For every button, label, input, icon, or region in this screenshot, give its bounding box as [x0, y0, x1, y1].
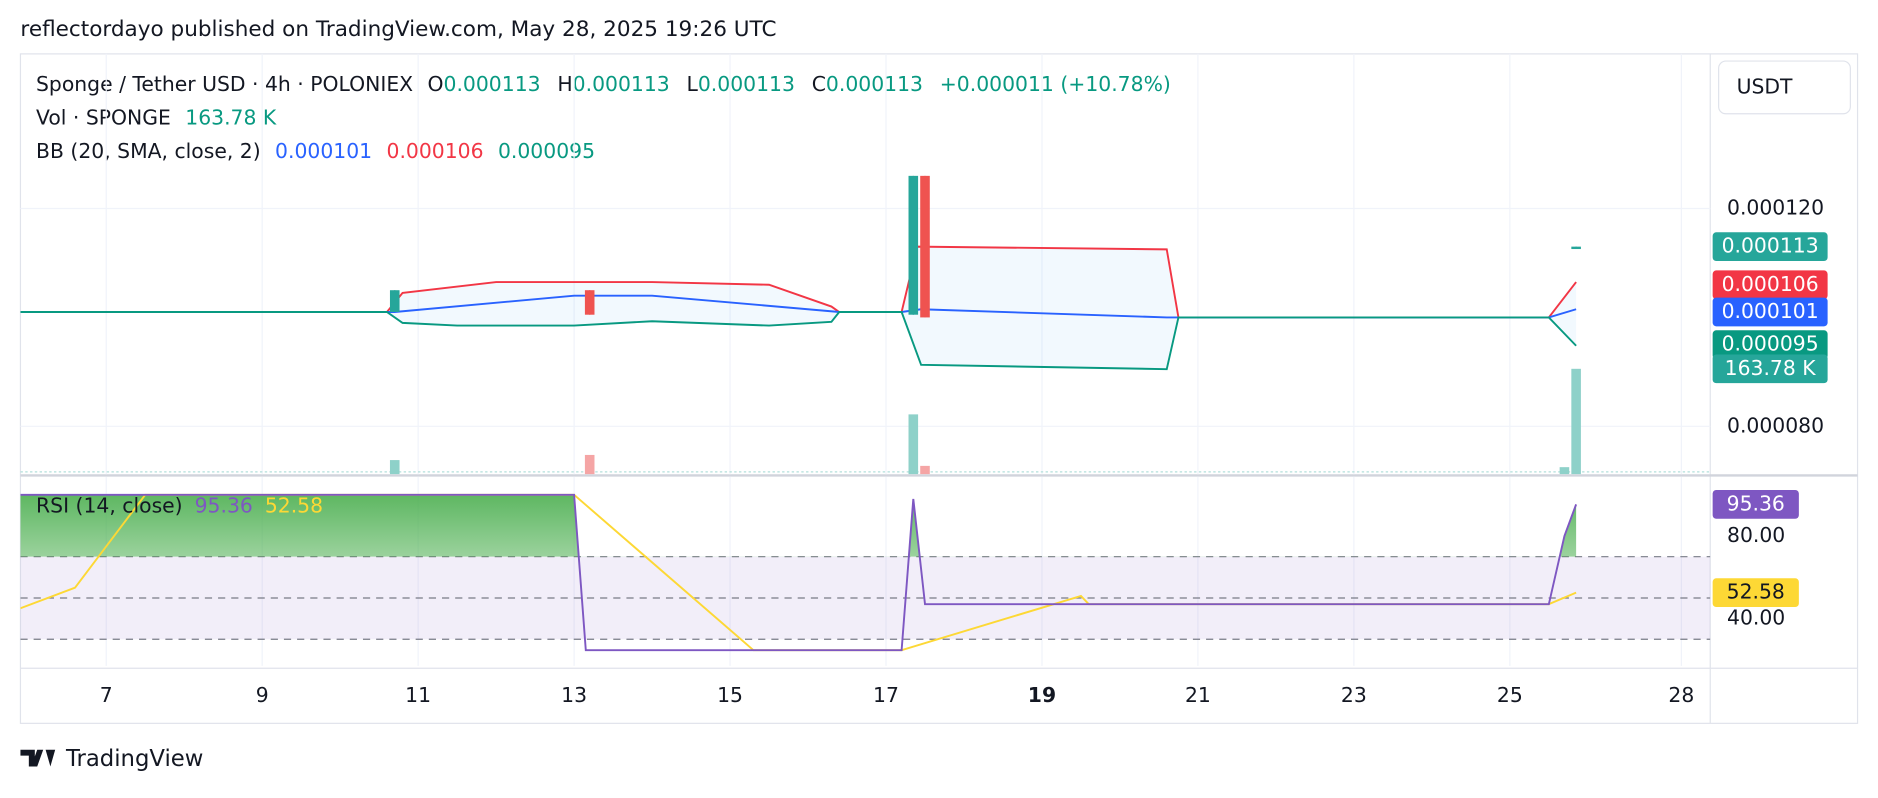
x-tick-label: 9 — [256, 683, 269, 707]
change: +0.000011 (+10.78%) — [940, 72, 1171, 96]
x-tick-label: 25 — [1497, 683, 1523, 707]
rsi-badge-label: 52.58 — [1727, 580, 1785, 604]
ohlc-label: L — [687, 72, 699, 96]
volume-title: Vol · SPONGE — [36, 106, 171, 130]
volume-bar — [1559, 467, 1570, 475]
bb-value: 0.000101 — [275, 139, 372, 163]
candle-body — [920, 175, 930, 318]
logo-mark — [20, 749, 56, 767]
x-tick-label: 7 — [100, 683, 113, 707]
price-badge — [1712, 270, 1828, 300]
y-tick-label: 0.000120 — [1727, 196, 1824, 220]
rsi-badge — [1712, 490, 1799, 519]
legend-main: Sponge / Tether USD · 4h · POLONIEX O0.00… — [36, 72, 1171, 96]
x-tick-label: 28 — [1668, 683, 1694, 707]
legend-volume: Vol · SPONGE 163.78 K — [36, 106, 277, 130]
symbol: Sponge / Tether USD · 4h · POLONIEX — [36, 72, 413, 96]
brand: TradingView — [65, 746, 203, 772]
legend: Sponge / Tether USD · 4h · POLONIEX O0.00… — [36, 72, 1171, 163]
candle-body — [1571, 246, 1581, 250]
rsi-badge — [1712, 578, 1799, 608]
rsi-overbought-fill — [20, 494, 1577, 557]
volume-bar — [908, 414, 919, 475]
y-tick-label: 0.000080 — [1727, 413, 1824, 437]
bb-value: 0.000106 — [387, 139, 484, 163]
bb-value: 0.000095 — [498, 139, 595, 163]
bb-line — [20, 311, 1577, 371]
ohlc-label: H — [557, 72, 572, 96]
rsi-value: 95.36 — [195, 494, 253, 518]
publisher-line: reflectordayo published on TradingView.c… — [20, 17, 776, 42]
legend-rsi: RSI (14, close) 95.36 52.58 — [36, 494, 323, 518]
price-badge-label: 0.000113 — [1722, 234, 1819, 258]
volume-bar — [389, 460, 400, 475]
ohlc-label: O — [428, 72, 444, 96]
bb-title: BB (20, SMA, close, 2) — [36, 139, 261, 163]
volume-bar — [920, 465, 930, 475]
volume-badge-label: 163.78 K — [1725, 356, 1817, 380]
x-tick-label: 15 — [717, 683, 743, 707]
x-tick-label: 19 — [1028, 683, 1056, 707]
currency-label[interactable]: USDT — [1737, 74, 1793, 98]
x-tick-label: 21 — [1185, 683, 1211, 707]
rsi-line — [20, 493, 1578, 652]
volume-value: 163.78 K — [185, 106, 277, 130]
price-badge-label: 0.000106 — [1722, 272, 1819, 296]
rsi-plot — [20, 493, 1711, 652]
currency-button[interactable] — [1718, 60, 1851, 115]
price-badge — [1712, 330, 1828, 360]
price-badge-label: 0.000101 — [1722, 299, 1819, 323]
candle-body — [908, 175, 919, 315]
volume-bar — [1571, 368, 1581, 475]
price-badge — [1712, 297, 1828, 327]
price-badge-label: 0.000095 — [1722, 332, 1819, 356]
price-plot — [20, 175, 1711, 475]
rsi-value: 52.58 — [265, 494, 323, 518]
ohlc-value: 0.000113 — [698, 72, 795, 96]
ohlc-value: 0.000113 — [573, 72, 670, 96]
footer-logo: TradingView — [20, 746, 203, 772]
x-tick-label: 17 — [873, 683, 899, 707]
volume-badge — [1712, 354, 1828, 384]
volume-bar — [584, 454, 595, 475]
rsi-title: RSI (14, close) — [36, 494, 183, 518]
candle-body — [389, 290, 400, 312]
x-tick-label: 23 — [1341, 683, 1367, 707]
rsi-badge-label: 95.36 — [1727, 491, 1785, 515]
candle-body — [584, 290, 595, 315]
ohlc-value: 0.000113 — [444, 72, 541, 96]
rsi-tick-label: 40.00 — [1727, 606, 1785, 630]
chart-frame — [19, 53, 1859, 724]
ohlc-label: C — [812, 72, 826, 96]
x-tick-label: 11 — [405, 683, 431, 707]
price-badge — [1712, 232, 1828, 262]
x-tick-label: 13 — [561, 683, 587, 707]
legend-bb: BB (20, SMA, close, 2) 0.000101 0.000106 0.… — [36, 139, 595, 163]
rsi-tick-label: 80.00 — [1727, 523, 1785, 547]
ohlc-value: 0.000113 — [826, 72, 923, 96]
bb-line — [20, 245, 1577, 319]
